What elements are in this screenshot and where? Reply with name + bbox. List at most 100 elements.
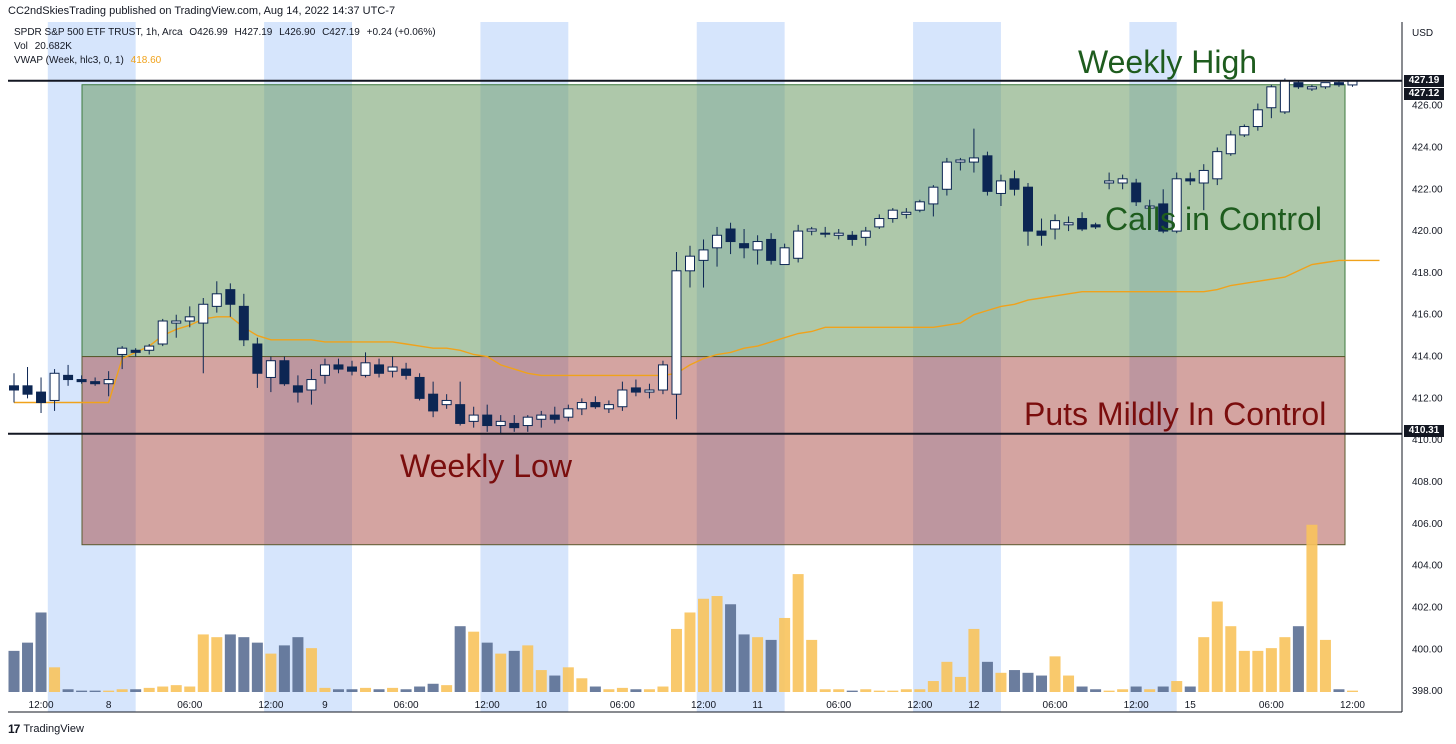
volume-bar: [887, 690, 899, 692]
volume-bar: [1049, 656, 1061, 692]
candle: [657, 360, 668, 395]
candle-body: [455, 404, 466, 424]
candle: [238, 293, 249, 347]
price-tick-label: 404.00: [1412, 561, 1443, 572]
time-tick-label: 06:00: [394, 700, 419, 711]
volume-bar: [954, 676, 966, 692]
candle-body: [265, 360, 276, 378]
candle-body: [1266, 86, 1277, 109]
candle-body: [1063, 222, 1074, 226]
candle: [644, 383, 655, 399]
candle: [117, 346, 128, 370]
volume-bar: [711, 596, 723, 692]
candle: [1320, 82, 1331, 89]
candle-body: [144, 345, 155, 351]
candle-body: [1185, 178, 1196, 182]
candle-body: [414, 376, 425, 399]
volume-bar: [589, 686, 601, 692]
volume-bar: [1306, 524, 1318, 692]
price-tick-label: 410.00: [1412, 435, 1443, 446]
candle-body: [887, 209, 898, 220]
volume-bar: [1265, 648, 1277, 692]
candle: [603, 400, 614, 413]
candle: [374, 358, 385, 378]
volume-bar: [1130, 686, 1142, 692]
candle: [1185, 172, 1196, 186]
volume-bar: [968, 628, 980, 692]
candle: [1306, 84, 1317, 91]
price-tick-label: 406.00: [1412, 519, 1443, 530]
candle-body: [698, 249, 709, 261]
volume-bar: [806, 639, 818, 692]
candle: [468, 406, 479, 428]
candle: [333, 358, 344, 374]
volume-bar: [1036, 675, 1048, 692]
vwap-row[interactable]: VWAP (Week, hlc3, 0, 1) 418.60: [14, 54, 440, 68]
volume-bar: [441, 685, 453, 692]
candle: [144, 344, 155, 355]
candle: [1239, 124, 1250, 137]
volume-bar: [752, 637, 764, 692]
candle-body: [9, 385, 19, 391]
puts-annotation: Puts Mildly In Control: [1024, 396, 1327, 432]
volume-bar: [35, 612, 47, 692]
candle: [225, 283, 236, 317]
price-tick-label: 426.00: [1412, 101, 1443, 112]
candle-body: [522, 416, 533, 427]
candle-body: [1117, 178, 1128, 184]
candle: [725, 222, 736, 255]
symbol-row[interactable]: SPDR S&P 500 ETF TRUST, 1h, Arca O426.99…: [14, 26, 440, 40]
volume-bar: [819, 689, 831, 692]
time-tick-label: 06:00: [1043, 700, 1068, 711]
candle: [739, 229, 750, 259]
candle-body: [22, 385, 33, 395]
candle-body: [495, 420, 506, 427]
candle: [1225, 130, 1236, 156]
candle: [1279, 78, 1290, 114]
candle-body: [779, 247, 790, 266]
candle: [279, 356, 290, 386]
candle-body: [90, 381, 101, 385]
tradingview-logo-icon[interactable]: 17: [8, 722, 20, 736]
candle: [1023, 183, 1033, 246]
time-tick-label: 8: [106, 700, 112, 711]
time-tick-label: 12:00: [475, 700, 500, 711]
candle-body: [941, 161, 952, 190]
footer-brand[interactable]: TradingView: [23, 723, 84, 735]
candle-body: [1131, 182, 1142, 203]
candle-body: [644, 389, 655, 393]
candle: [941, 157, 952, 196]
candle-body: [130, 349, 141, 353]
candle-body: [441, 399, 452, 406]
volume-bar: [1319, 639, 1331, 692]
candle-body: [1198, 169, 1209, 184]
candle-body: [928, 186, 939, 205]
time-tick-label: 10: [536, 700, 548, 711]
price-tick-label: 416.00: [1412, 310, 1443, 321]
time-tick-label: 06:00: [610, 700, 635, 711]
volume-row[interactable]: Vol 20.682K: [14, 40, 440, 54]
volume-bar: [468, 631, 480, 692]
candle-body: [36, 391, 47, 404]
candle: [995, 174, 1006, 206]
volume-bar: [900, 689, 912, 692]
candle-body: [685, 255, 695, 272]
volume-bar: [1022, 672, 1034, 692]
candle-body: [306, 379, 317, 391]
candle-body: [1077, 218, 1088, 230]
volume-bar: [1076, 686, 1088, 692]
candle: [522, 415, 533, 432]
candle: [1171, 172, 1182, 234]
volume-bar: [630, 689, 642, 692]
candle: [955, 157, 966, 171]
candle: [806, 226, 817, 236]
volume-bar: [387, 687, 399, 692]
candle: [347, 360, 357, 376]
volume-bar: [616, 687, 628, 692]
candle-body: [549, 414, 560, 420]
candle-body: [968, 157, 979, 163]
candle: [698, 239, 709, 288]
weekly-high-annotation: Weekly High: [1078, 44, 1258, 80]
volume-bar: [238, 637, 250, 692]
volume-bar: [603, 689, 615, 692]
